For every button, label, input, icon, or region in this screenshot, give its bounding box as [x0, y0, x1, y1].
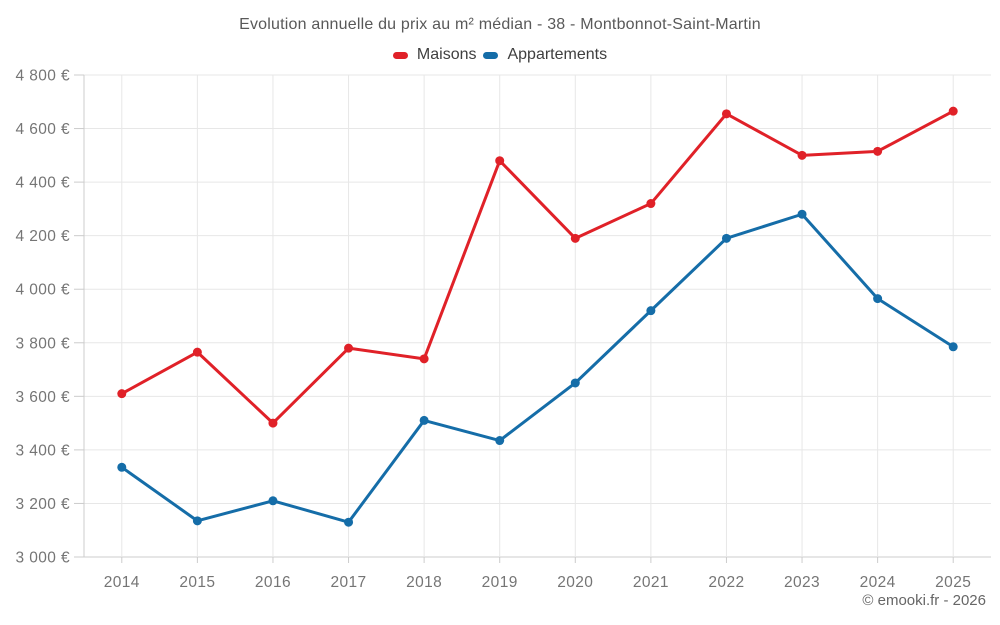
x-axis-label: 2017: [330, 574, 366, 591]
data-point-appartements-2020[interactable]: [570, 378, 580, 388]
data-point-maisons-2021[interactable]: [646, 199, 656, 209]
y-axis-label: 4 200 €: [15, 228, 70, 245]
data-point-appartements-2017[interactable]: [344, 517, 354, 527]
y-axis-label: 3 000 €: [15, 550, 70, 567]
data-point-maisons-2022[interactable]: [721, 109, 731, 119]
y-axis-label: 3 800 €: [15, 335, 70, 352]
data-point-maisons-2018[interactable]: [419, 354, 429, 364]
x-axis-label: 2020: [557, 574, 593, 591]
data-point-appartements-2021[interactable]: [646, 306, 656, 316]
legend-item-appartements[interactable]: Appartements: [483, 46, 607, 64]
data-point-maisons-2015[interactable]: [192, 347, 202, 357]
data-point-appartements-2025[interactable]: [948, 342, 958, 352]
y-axis-label: 3 600 €: [15, 389, 70, 406]
data-point-appartements-2023[interactable]: [797, 209, 807, 219]
series-line-appartements: [120, 212, 955, 524]
x-axis-label: 2022: [708, 574, 744, 591]
data-point-maisons-2023[interactable]: [797, 150, 807, 160]
y-axis-label: 4 000 €: [15, 282, 70, 299]
data-point-appartements-2022[interactable]: [721, 233, 731, 243]
y-axis-label: 3 200 €: [15, 496, 70, 513]
data-point-appartements-2019[interactable]: [495, 436, 505, 446]
x-axis-label: 2016: [255, 574, 291, 591]
x-axis-label: 2014: [104, 574, 140, 591]
legend-item-maisons[interactable]: Maisons: [392, 46, 477, 64]
x-axis-label: 2019: [482, 574, 518, 591]
x-axis-label: 2018: [406, 574, 442, 591]
y-axis-label: 4 800 €: [15, 68, 70, 85]
x-axis-label: 2025: [935, 574, 971, 591]
data-point-appartements-2024[interactable]: [873, 294, 883, 304]
x-axis-label: 2023: [784, 574, 820, 591]
legend-label-appartements: Appartements: [507, 46, 608, 63]
series-line-maisons: [120, 109, 955, 425]
chart-title: Evolution annuelle du prix au m² médian …: [239, 16, 761, 33]
data-point-maisons-2025[interactable]: [948, 106, 958, 116]
data-point-maisons-2020[interactable]: [570, 233, 580, 243]
data-point-appartements-2018[interactable]: [419, 415, 429, 425]
y-axis-label: 4 600 €: [15, 121, 70, 138]
copyright-credit: © emooki.fr - 2026: [862, 592, 986, 609]
data-point-maisons-2024[interactable]: [873, 146, 883, 156]
x-axis-label: 2015: [179, 574, 215, 591]
data-point-appartements-2015[interactable]: [192, 516, 202, 526]
data-point-maisons-2017[interactable]: [344, 343, 354, 353]
legend-label-maisons: Maisons: [416, 46, 477, 63]
y-axis-label: 4 400 €: [15, 175, 70, 192]
x-axis-label: 2021: [633, 574, 669, 591]
data-point-maisons-2019[interactable]: [495, 156, 505, 166]
data-point-maisons-2014[interactable]: [117, 389, 127, 399]
chart-legend: Maisons Appartements: [0, 46, 1000, 64]
maisons-series-swatch: [392, 51, 408, 59]
data-point-maisons-2016[interactable]: [268, 418, 278, 428]
appartements-series-swatch: [483, 51, 499, 59]
y-axis-label: 3 400 €: [15, 442, 70, 459]
data-point-appartements-2016[interactable]: [268, 496, 278, 506]
x-axis-label: 2024: [860, 574, 896, 591]
data-point-appartements-2014[interactable]: [117, 462, 127, 472]
